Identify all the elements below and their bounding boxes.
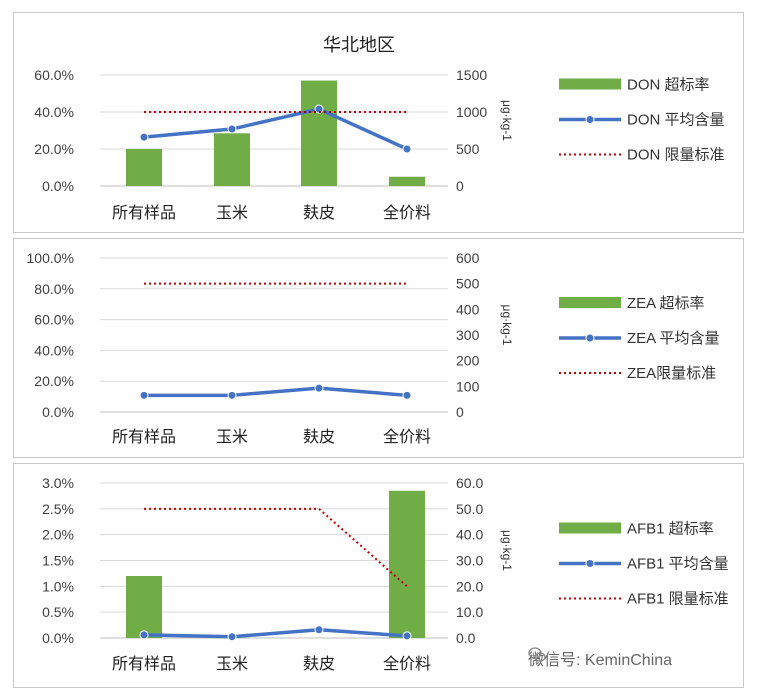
line-point — [139, 390, 149, 400]
series-line — [143, 627, 408, 639]
chart-panel-afb1: 3.0% 2.5% 2.0% 1.5% 1.0% 0.5% 0.0% 60.0 50.0 40.0… — [13, 463, 744, 688]
chart-afb1: 3.0% 2.5% 2.0% 1.5% 1.0% 0.5% 0.0% 60.0 50.0 40.0… — [42, 475, 729, 673]
y-left-tick-label: 40.0% — [34, 104, 74, 120]
line-point — [314, 383, 324, 393]
y-left-tick-label: 2.0% — [42, 527, 74, 543]
line-point — [402, 144, 412, 154]
y-left-tick-label: 60.0% — [34, 67, 74, 83]
legend-label: AFB1 限量标准 — [627, 591, 729, 608]
line-point — [139, 132, 149, 142]
x-tick-label: 玉米 — [216, 655, 248, 673]
bar — [214, 133, 250, 186]
bar — [126, 149, 162, 186]
chart-title: 华北地区 — [323, 35, 395, 55]
y-right-tick-label: 500 — [456, 276, 480, 292]
x-tick-label: 麸皮 — [303, 428, 335, 446]
legend-label: ZEA限量标准 — [627, 365, 716, 382]
series-line — [143, 107, 408, 151]
y-right-tick-label: 500 — [456, 141, 480, 157]
y-left-tick-label: 0.0% — [42, 630, 74, 646]
x-tick-label: 全价料 — [383, 204, 431, 222]
y-left-tick-label: 20.0% — [34, 141, 74, 157]
x-tick-label: 玉米 — [216, 204, 248, 222]
x-tick-label: 麸皮 — [303, 204, 335, 222]
legend-label: DON 超标率 — [627, 77, 710, 94]
y-right-tick-label: 10.0 — [456, 604, 483, 620]
x-tick-label: 全价料 — [383, 428, 431, 446]
legend-label: DON 限量标准 — [627, 147, 725, 164]
x-tick-label: 麸皮 — [303, 655, 335, 673]
y-right-tick-label: 20.0 — [456, 578, 483, 594]
legend-swatch-point — [585, 333, 595, 343]
series-line — [144, 386, 408, 398]
legend-swatch-point — [585, 115, 595, 124]
line-point — [402, 631, 412, 641]
watermark: 微信号: KeminChina — [528, 646, 672, 670]
y-left-tick-label: 60.0% — [34, 312, 74, 328]
y-right-tick-label: 400 — [456, 301, 480, 317]
watermark-text: 微信号: KeminChina — [528, 652, 673, 669]
y-right-tick-label: 0 — [456, 178, 464, 194]
chart-zea: 100.0% 80.0% 60.0% 40.0% 20.0% 0.0% 600 500 400 3… — [27, 250, 720, 446]
bar — [389, 176, 425, 186]
x-tick-label: 所有样品 — [112, 204, 176, 222]
y-right-tick-label: 60.0 — [456, 475, 483, 491]
y-right-tick-label: 50.0 — [456, 501, 483, 517]
y-left-tick-label: 0.5% — [42, 604, 74, 620]
y-right-axis-label: μg·kg-1 — [500, 100, 514, 141]
bar — [126, 576, 162, 638]
y-right-tick-label: 100 — [456, 378, 480, 394]
y-left-tick-label: 40.0% — [34, 342, 74, 358]
y-left-tick-label: 100.0% — [27, 250, 74, 266]
y-right-tick-label: 200 — [456, 353, 480, 369]
y-right-tick-label: 0 — [456, 404, 464, 420]
y-right-tick-label: 300 — [456, 327, 480, 343]
wechat-icon — [528, 647, 546, 662]
legend-swatch-bar — [559, 297, 621, 308]
legend-label: AFB1 超标率 — [627, 521, 714, 538]
y-right-tick-label: 40.0 — [456, 527, 483, 543]
y-left-tick-label: 1.0% — [42, 578, 74, 594]
legend-swatch-point — [585, 559, 595, 568]
y-left-tick-label: 0.0% — [42, 178, 74, 194]
y-right-tick-label: 30.0 — [456, 553, 483, 569]
y-right-axis-label: μg·kg-1 — [500, 305, 514, 346]
line-point — [314, 625, 324, 635]
y-left-tick-label: 0.0% — [42, 404, 74, 420]
y-left-tick-label: 3.0% — [42, 475, 74, 491]
y-left-tick-label: 1.5% — [42, 553, 74, 569]
chart-don: 华北地区 60.0% 40.0% 20.0% 0.0% 1500 1000 500 0 μg·kg… — [34, 35, 725, 222]
legend-label: AFB1 平均含量 — [627, 556, 729, 573]
x-tick-label: 所有样品 — [112, 428, 176, 446]
x-tick-label: 全价料 — [383, 655, 431, 673]
x-tick-label: 所有样品 — [112, 655, 176, 673]
legend-label: ZEA 超标率 — [627, 295, 705, 312]
limit-line — [144, 507, 408, 588]
legend-label: DON 平均含量 — [627, 112, 725, 129]
bar — [301, 80, 337, 186]
y-right-tick-label: 1500 — [456, 67, 487, 83]
bar — [389, 490, 425, 638]
y-right-tick-label: 0.0 — [456, 630, 476, 646]
line-point — [227, 124, 237, 134]
legend-swatch-bar — [559, 522, 621, 534]
chart-panel-zea: 100.0% 80.0% 60.0% 40.0% 20.0% 0.0% 600 500 400 3… — [13, 238, 744, 458]
y-right-tick-label: 600 — [456, 250, 480, 266]
y-left-tick-label: 80.0% — [34, 281, 74, 297]
line-point — [139, 630, 149, 640]
y-right-axis-label: μg·kg-1 — [500, 530, 514, 571]
line-point — [402, 390, 412, 400]
x-tick-label: 玉米 — [216, 428, 248, 446]
legend-label: ZEA 平均含量 — [627, 330, 720, 347]
y-left-tick-label: 2.5% — [42, 501, 74, 517]
y-right-tick-label: 1000 — [456, 104, 487, 120]
chart-panel-don: 华北地区 60.0% 40.0% 20.0% 0.0% 1500 1000 500 0 μg·kg… — [13, 12, 744, 233]
y-left-tick-label: 20.0% — [34, 373, 74, 389]
line-point — [227, 632, 237, 642]
line-point — [227, 390, 237, 400]
legend-swatch-bar — [559, 78, 621, 90]
